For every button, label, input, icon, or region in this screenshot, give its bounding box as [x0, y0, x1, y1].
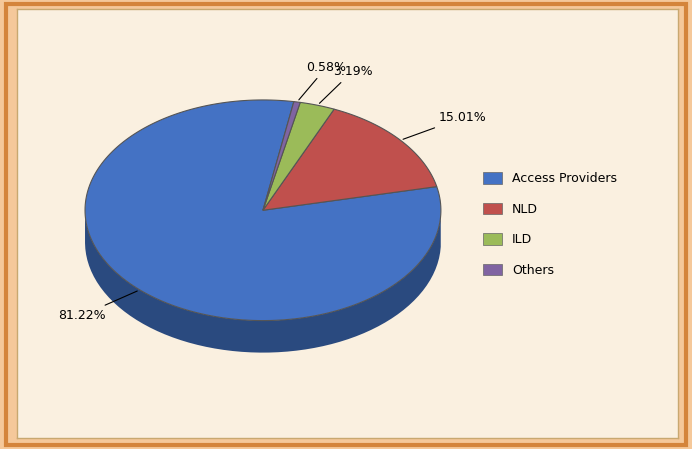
Text: 3.19%: 3.19% — [320, 65, 372, 103]
Polygon shape — [85, 100, 441, 321]
Text: 0.58%: 0.58% — [299, 61, 347, 100]
Text: 81.22%: 81.22% — [57, 291, 137, 322]
Polygon shape — [85, 211, 441, 352]
Polygon shape — [263, 109, 437, 210]
Text: 15.01%: 15.01% — [403, 111, 486, 139]
Legend: Access Providers, NLD, ILD, Others: Access Providers, NLD, ILD, Others — [477, 166, 623, 283]
Polygon shape — [263, 102, 334, 210]
Polygon shape — [263, 101, 300, 210]
